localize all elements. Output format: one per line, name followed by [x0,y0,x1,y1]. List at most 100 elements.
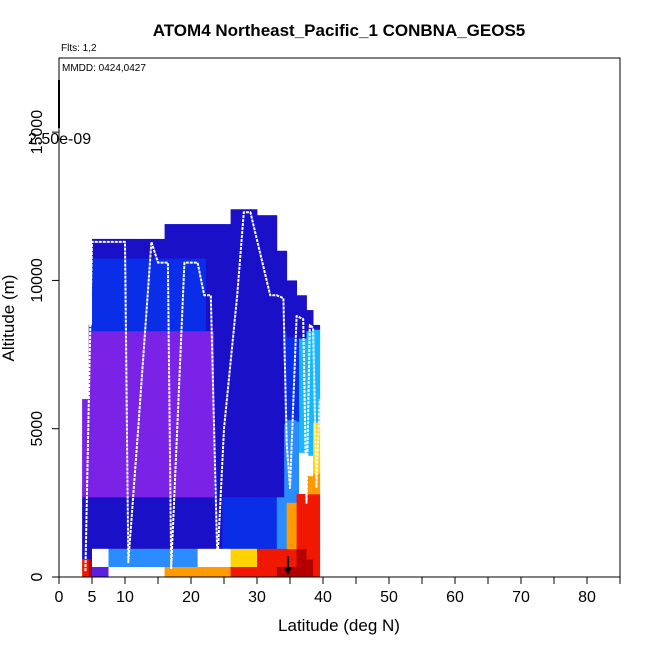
field-cell [308,382,311,394]
field-cell [257,320,263,332]
x-axis: 0 5 10 20 30 40 50 60 70 80 [55,577,621,606]
field-cell [90,372,92,384]
field-cell [250,372,258,384]
field-cell [96,445,101,456]
x-axis-label: Latitude (deg N) [278,616,400,635]
field-cell [181,247,190,259]
field-cell [83,486,86,498]
field-cell [243,320,251,332]
field-cell [301,369,305,381]
field-cell [125,413,136,425]
field-cell [154,341,165,353]
field-cell [261,258,268,269]
field-cell [230,517,238,529]
field-cell [301,379,305,391]
field-cell [88,361,90,373]
field-cell [250,382,258,394]
field-cell [286,357,290,369]
field-cell [237,351,245,363]
field-cell [197,330,207,342]
field-cell [96,476,101,487]
field-cell [116,289,122,301]
field-cell [189,258,198,269]
field-cell [120,320,126,332]
field-cell [164,341,174,353]
field-cell [154,486,165,498]
field-cell [89,465,91,477]
field-cell [90,403,92,415]
field-cell [316,350,319,361]
field-cell [108,455,114,467]
dates-label: MMDD: 0424,0427 [62,63,146,74]
field-cell [112,330,118,342]
field-cell [230,227,238,238]
field-cell [271,227,278,238]
field-cell [284,517,288,529]
field-cell [134,445,146,456]
field-cell [164,517,174,529]
field-cell [100,289,105,301]
field-cell [134,486,146,498]
field-cell [154,372,165,384]
field-cell [250,486,258,498]
field-cell [205,413,215,425]
field-cell [286,566,297,577]
field-cell [144,445,156,456]
field-cell [286,440,290,452]
field-cell [281,351,285,363]
field-cell [172,361,182,373]
field-cell [92,445,97,456]
field-cell [104,320,109,332]
field-cell [214,455,223,467]
field-cell [189,341,198,353]
field-cell [116,258,122,269]
field-cell [289,357,293,369]
field-cell [134,413,146,425]
field-cell [205,393,215,404]
field-cell [144,517,156,529]
field-cell [271,445,278,456]
field-cell [154,445,165,456]
field-cell [284,465,288,477]
field-cell [281,476,285,487]
field-cell [316,391,319,403]
field-cell [257,258,263,269]
field-cell [237,216,245,228]
field-cell [189,528,198,539]
field-cell [125,517,136,529]
field-cell [89,361,91,373]
field-cell [257,496,263,508]
field-cell [108,413,114,425]
field-cell [125,486,136,498]
field-cell [83,465,86,477]
field-cell [88,434,90,446]
field-cell [104,299,109,311]
field-cell [316,360,319,372]
field-cell [154,393,165,404]
field-cell [125,299,136,311]
field-cell [291,492,295,504]
field-cell [284,496,288,508]
field-cell [308,465,311,477]
field-cell [222,486,231,498]
field-cell [266,372,273,384]
field-cell [289,378,293,390]
field-cell [144,413,156,425]
field-cell [100,330,105,342]
field-cell [154,351,165,363]
field-cell [134,278,146,290]
field-cell [181,330,190,342]
field-cell [214,268,223,280]
field-cell [89,403,91,415]
field-cell [164,237,174,249]
field-cell [82,476,85,487]
field-cell [279,434,283,446]
field-cell [257,455,263,467]
field-cell [222,455,231,467]
field-cell [313,324,316,330]
field-cell [181,413,190,425]
field-cell [261,361,268,373]
field-cell [112,413,118,425]
field-cell [271,403,278,415]
field-cell [85,413,88,425]
